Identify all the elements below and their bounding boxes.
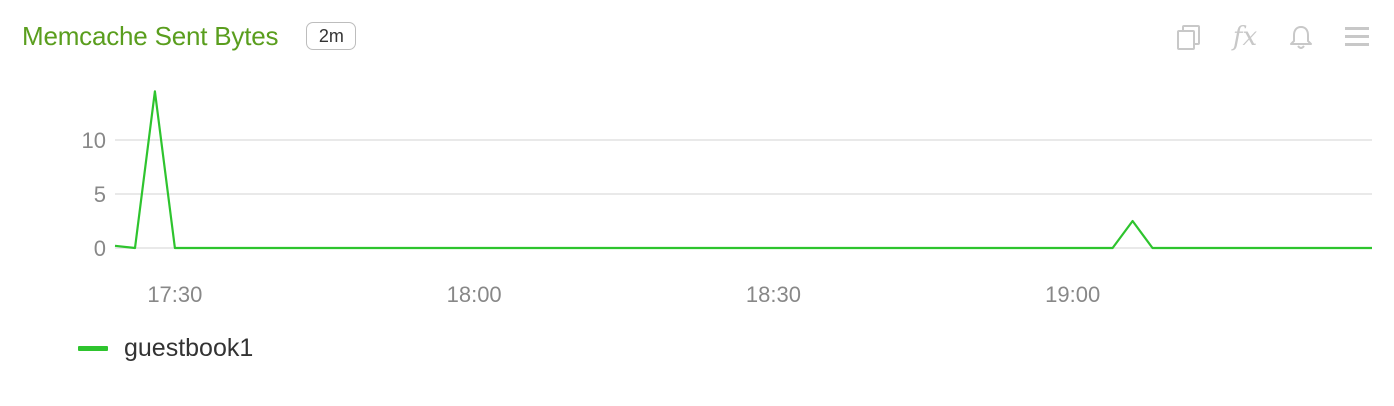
bell-icon <box>1290 26 1312 49</box>
legend-item-guestbook1[interactable]: guestbook1 <box>78 330 253 366</box>
interval-badge[interactable]: 2m <box>306 22 357 50</box>
x-tick-label: 18:30 <box>746 282 801 307</box>
y-tick-label: 5 <box>94 182 106 207</box>
y-tick-label: 0 <box>94 236 106 261</box>
y-tick-label: 10 <box>82 128 106 153</box>
x-tick-label: 18:00 <box>447 282 502 307</box>
series-line-guestbook1[interactable] <box>114 90 1372 250</box>
panel-header: Memcache Sent Bytes 2m <box>22 18 357 54</box>
x-tick-label: 17:30 <box>147 282 202 307</box>
x-tick-label: 19:00 <box>1045 282 1100 307</box>
copy-icon <box>1177 25 1200 50</box>
panel-title: Memcache Sent Bytes <box>22 20 279 51</box>
legend-label: guestbook1 <box>124 333 254 362</box>
copy-button[interactable] <box>1170 20 1208 54</box>
legend-swatch <box>78 345 108 351</box>
menu-icon <box>1345 27 1369 46</box>
fx-icon: fx <box>1232 22 1258 52</box>
panel-toolbar: fx <box>1170 20 1376 54</box>
fx-button[interactable]: fx <box>1226 20 1264 54</box>
alert-button[interactable] <box>1282 20 1320 54</box>
menu-button[interactable] <box>1338 20 1376 54</box>
